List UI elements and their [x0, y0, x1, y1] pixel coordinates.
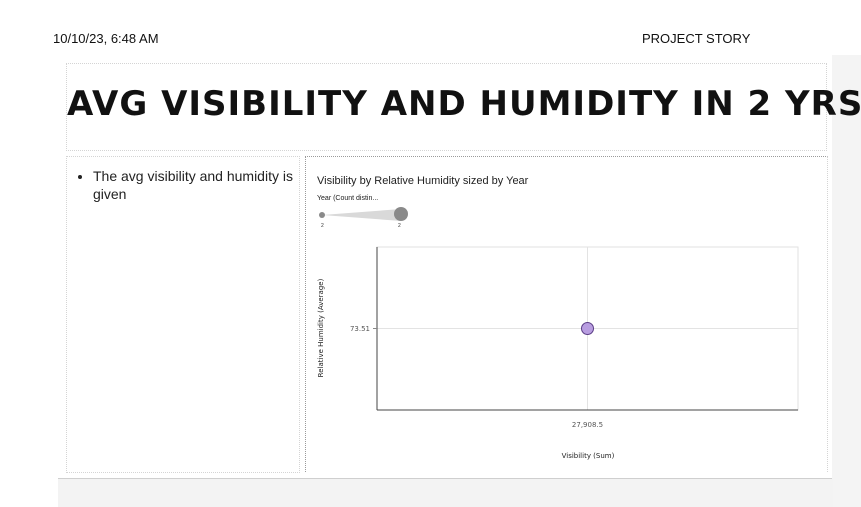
size-legend-small-dot	[319, 212, 325, 218]
bullet-list: The avg visibility and humidity is given	[67, 167, 298, 203]
size-legend-title: Year (Count distin...	[317, 195, 379, 202]
story-title-panel[interactable]: AVG VISIBILITY AND HUMIDITY IN 2 YRS	[66, 63, 861, 151]
story-text-panel[interactable]: The avg visibility and humidity is given	[66, 156, 300, 473]
size-legend-large-dot	[394, 207, 408, 221]
x-axis-label: Visibility (Sum)	[562, 452, 615, 460]
bullet-item: The avg visibility and humidity is given	[93, 167, 298, 203]
visualization-panel[interactable]: Visibility by Relative Humidity sized by…	[305, 156, 828, 472]
tick-labels: 27,908.5 73.51	[350, 325, 603, 429]
x-tick-label: 27,908.5	[572, 421, 603, 429]
data-point	[581, 322, 594, 335]
story-sheet: AVG VISIBILITY AND HUMIDITY IN 2 YRS The…	[58, 55, 861, 479]
scatter-chart[interactable]: 27,908.5 73.51 Visibility (Sum) Relative …	[306, 157, 827, 472]
y-tick-label: 73.51	[350, 325, 370, 333]
size-legend-max: 2	[398, 223, 401, 229]
print-page-title: PROJECT STORY	[642, 31, 751, 46]
print-header: 10/10/23, 6:48 AM PROJECT STORY	[0, 0, 861, 50]
size-legend-wedge	[322, 209, 401, 221]
story-title: AVG VISIBILITY AND HUMIDITY IN 2 YRS	[67, 84, 861, 124]
data-points	[581, 322, 594, 335]
y-axis-label: Relative Humidity (Average)	[317, 278, 325, 377]
print-timestamp: 10/10/23, 6:48 AM	[53, 31, 159, 46]
page-margin-bottom	[58, 478, 833, 507]
size-legend	[319, 207, 408, 221]
size-legend-min: 2	[321, 223, 324, 229]
visualization-title: Visibility by Relative Humidity sized by…	[317, 175, 529, 187]
page-margin-right	[832, 55, 861, 507]
